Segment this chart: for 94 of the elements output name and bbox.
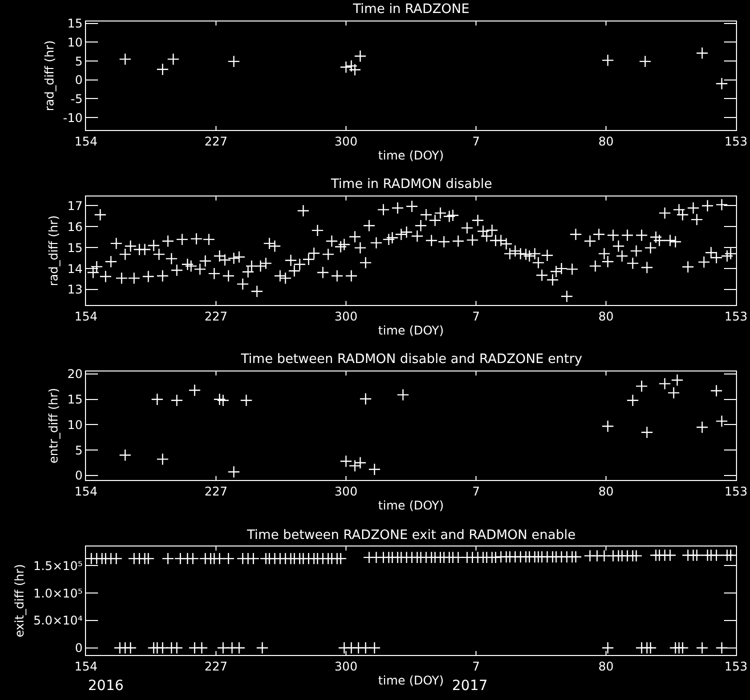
x-tick-label: 7 — [472, 484, 480, 498]
x-tick-label: 300 — [334, 484, 358, 498]
point — [213, 393, 226, 406]
x-tick-label: 153 — [724, 134, 748, 148]
y-axis-title: rad_diff (hr) — [46, 215, 61, 286]
point — [638, 55, 652, 68]
x-tick-label: 80 — [598, 309, 614, 324]
x-tick-label: 80 — [598, 659, 614, 674]
point — [156, 453, 169, 466]
point — [626, 394, 639, 407]
x-tick-label: 153 — [724, 659, 748, 674]
chart-title: Time in RADZONE — [352, 2, 470, 17]
point — [658, 377, 671, 390]
x-tick-label: 154 — [74, 659, 98, 674]
point — [696, 46, 708, 60]
y-axis-title: exit_diff (hr) — [12, 564, 27, 638]
x-tick-label: 153 — [724, 484, 748, 498]
x-axis-title: time (DOY) — [378, 323, 444, 338]
point — [354, 456, 366, 469]
point — [228, 55, 240, 68]
x-tick-label: 227 — [204, 484, 228, 498]
x-axis-title: time (DOY) — [378, 148, 444, 162]
text: 2016 — [88, 678, 124, 694]
y-tick-label: 0 — [74, 73, 83, 88]
y-axis-title: rad_diff (hr) — [42, 40, 56, 112]
x-tick-label: 227 — [204, 659, 228, 674]
x-tick-label: 154 — [74, 134, 98, 148]
point — [602, 54, 614, 66]
y-axis-title: entr_diff (hr) — [46, 388, 61, 464]
point — [340, 455, 352, 468]
point — [667, 386, 680, 399]
point — [348, 64, 362, 76]
y-tick-label: 5 — [74, 443, 83, 458]
y-tick-label: 15 — [67, 240, 83, 255]
y-tick-label: -5 — [70, 92, 83, 106]
point — [710, 384, 723, 397]
x-tick-label: 7 — [472, 659, 480, 674]
point — [170, 394, 184, 407]
y-tick-label: 5.0×10⁴ — [33, 614, 83, 628]
y-tick-label: 14 — [67, 262, 83, 276]
point — [156, 63, 169, 76]
chart-title: Time between RADMON disable and RADZONE entry — [240, 352, 582, 367]
x-axis-title: time (DOY) — [378, 498, 444, 512]
text: 2017 — [452, 678, 488, 694]
y-tick-label: -10 — [62, 110, 83, 125]
point — [359, 392, 372, 406]
x-tick-label: 227 — [204, 309, 228, 324]
x-tick-label: 7 — [472, 309, 480, 324]
point — [368, 463, 381, 476]
point — [602, 420, 614, 432]
y-tick-label: 0 — [74, 641, 83, 656]
point — [151, 393, 164, 406]
y-tick-label: 17 — [67, 198, 83, 213]
point — [340, 60, 352, 74]
x-tick-label: 154 — [74, 309, 98, 324]
chart-title: Time between RADZONE exit and RADMON enable — [246, 528, 576, 543]
point — [348, 460, 362, 472]
point — [345, 60, 358, 72]
point — [216, 394, 230, 407]
y-tick-label: 0 — [74, 468, 83, 483]
x-tick-label: 300 — [334, 309, 358, 324]
point — [118, 448, 132, 462]
x-axis-title: time (DOY) — [378, 673, 444, 688]
x-tick-label: 300 — [334, 134, 358, 148]
point — [635, 380, 648, 392]
x-tick-label: 153 — [724, 309, 748, 324]
x-tick-label: 227 — [204, 134, 228, 148]
point — [640, 426, 654, 439]
point — [240, 394, 252, 407]
x-tick-label: 154 — [74, 484, 98, 498]
y-tick-label: 5 — [74, 54, 83, 68]
point — [696, 421, 708, 434]
x-tick-label: 80 — [598, 484, 614, 498]
x-tick-label: 7 — [472, 134, 480, 148]
point — [716, 77, 728, 90]
y-tick-label: 16 — [67, 220, 83, 234]
y-tick-label: 10 — [67, 418, 83, 432]
point — [188, 384, 201, 396]
y-tick-label: 1.5×10⁵ — [33, 558, 83, 573]
point — [118, 52, 132, 66]
y-tick-label: 15 — [67, 16, 83, 31]
y-tick-label: 20 — [67, 367, 83, 382]
point — [228, 466, 240, 478]
x-tick-label: 300 — [334, 659, 358, 674]
y-tick-label: 13 — [67, 282, 83, 297]
y-tick-label: 15 — [67, 392, 83, 407]
y-tick-label: 10 — [67, 35, 83, 50]
point — [396, 388, 410, 402]
point — [167, 52, 180, 66]
x-tick-label: 80 — [598, 134, 614, 148]
point — [671, 374, 684, 386]
y-tick-label: 1.0×10⁵ — [33, 586, 83, 600]
point — [354, 50, 366, 62]
chart-title: Time in RADMON disable — [330, 177, 492, 192]
